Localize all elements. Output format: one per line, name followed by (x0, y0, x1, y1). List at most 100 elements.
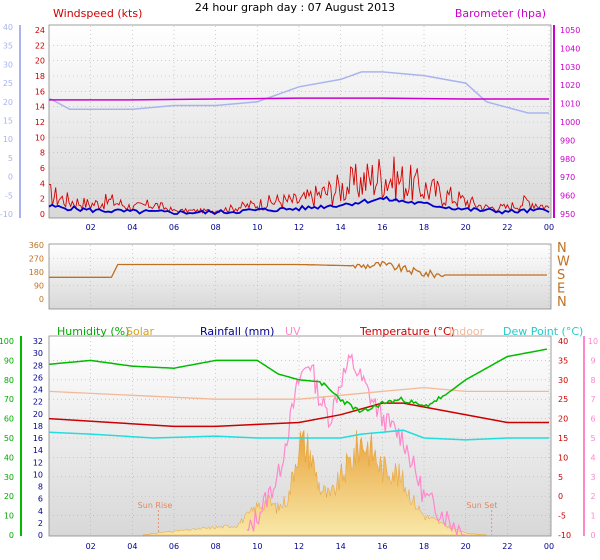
climate-xtick-06: 06 (169, 542, 179, 551)
dir-ytick-90: 90 (34, 282, 44, 291)
dir-cardinal-3: E (557, 282, 565, 297)
rainfall-ytick-32: 32 (33, 337, 43, 346)
uv-ytick-8: 8 (590, 376, 595, 385)
humidity-ytick-70: 70 (4, 395, 14, 404)
humidity-ytick-100: 100 (0, 337, 14, 346)
uv-ytick-2: 2 (590, 492, 595, 501)
barometer-axis-label: Barometer (hpa) (455, 7, 546, 20)
wind-ytick-2: 2 (40, 195, 45, 204)
humidity-line (48, 348, 548, 414)
dir-ytick-360: 360 (29, 241, 44, 250)
wind-xtick-16: 16 (377, 223, 387, 232)
climate-xtick-02: 02 (86, 542, 96, 551)
wind-outer-ytick--10: -10 (0, 210, 13, 219)
baro-ytick-1010: 1010 (560, 100, 580, 109)
wind-direction-line (49, 260, 547, 279)
temperature-ytick-15: 15 (558, 434, 568, 443)
rainfall-ytick-16: 16 (33, 434, 43, 443)
rainfall-ytick-30: 30 (33, 349, 43, 358)
rainfall-ytick-0: 0 (38, 531, 43, 540)
climate-xtick-16: 16 (377, 542, 387, 551)
sunrise-annotation: Sun Rise (138, 501, 173, 510)
climate-xtick-18: 18 (419, 542, 429, 551)
rainfall-ytick-6: 6 (38, 495, 43, 504)
rainfall-ytick-24: 24 (33, 386, 43, 395)
rainfall-ytick-18: 18 (33, 422, 43, 431)
barometer-line (49, 97, 549, 101)
rainfall-ytick-10: 10 (33, 470, 43, 479)
humidity-ytick-90: 90 (4, 356, 14, 365)
dir-cardinal-0: N (557, 241, 567, 256)
temperature-ytick-0: 0 (558, 492, 563, 501)
page-title: 24 hour graph day : 07 August 2013 (195, 1, 395, 14)
humidity-ytick-0: 0 (9, 531, 14, 540)
wind-outer-ytick-5: 5 (8, 154, 13, 163)
climate-xtick-22: 22 (502, 542, 512, 551)
wind-ytick-6: 6 (40, 164, 45, 173)
legend-temperature: Temperature (°C) (359, 325, 455, 338)
chart-dynamic-layer: 2422201816141210864204035302520151050-5-… (0, 23, 598, 551)
dewpoint-line (48, 429, 549, 441)
baro-ytick-980: 980 (560, 155, 575, 164)
climate-xtick-12: 12 (294, 542, 304, 551)
uv-ytick-9: 9 (590, 356, 595, 365)
windspeed-axis-label: Windspeed (kts) (53, 7, 142, 20)
rainfall-ytick-2: 2 (38, 519, 43, 528)
legend-indoor: Indoor (449, 325, 485, 338)
climate-xtick-04: 04 (127, 542, 137, 551)
uv-line (246, 352, 466, 536)
temperature-ytick-25: 25 (558, 395, 568, 404)
temperature-ytick-20: 20 (558, 415, 568, 424)
wind-xtick-08: 08 (211, 223, 221, 232)
climate-xtick-10: 10 (252, 542, 262, 551)
uv-ytick-5: 5 (590, 434, 595, 443)
direction-panel-frame (48, 243, 552, 310)
baro-ytick-950: 950 (560, 210, 575, 219)
climate-xtick-00: 00 (544, 542, 554, 551)
dir-cardinal-4: N (557, 295, 567, 310)
baro-ytick-1050: 1050 (560, 26, 580, 35)
wind-ytick-8: 8 (40, 149, 45, 158)
climate-xtick-20: 20 (461, 542, 471, 551)
dir-ytick-270: 270 (29, 255, 44, 264)
humidity-ytick-80: 80 (4, 376, 14, 385)
temperature-ytick--10: -10 (558, 531, 571, 540)
uv-ytick-10: 10 (588, 337, 598, 346)
wind-ytick-22: 22 (35, 41, 45, 50)
avg-wind-line (48, 195, 550, 216)
rainfall-ytick-14: 14 (33, 446, 43, 455)
uv-ytick-4: 4 (590, 453, 595, 462)
wind-outer-ytick-35: 35 (3, 42, 13, 51)
uv-ytick-7: 7 (590, 395, 595, 404)
wind-panel-frame (48, 24, 552, 219)
wind-xtick-14: 14 (336, 223, 346, 232)
rainfall-ytick-22: 22 (33, 398, 43, 407)
humidity-ytick-60: 60 (4, 415, 14, 424)
wind-outer-ytick-25: 25 (3, 79, 13, 88)
legend-uv: UV (285, 325, 301, 338)
baro-ytick-970: 970 (560, 173, 575, 182)
outer-trace-line (48, 71, 549, 114)
dir-ytick-0: 0 (39, 295, 44, 304)
humidity-ytick-50: 50 (4, 434, 14, 443)
humidity-ytick-40: 40 (4, 453, 14, 462)
baro-ytick-1000: 1000 (560, 118, 580, 127)
humidity-ytick-20: 20 (4, 492, 14, 501)
wind-outer-ytick-20: 20 (3, 98, 13, 107)
legend-humidity: Humidity (%) (57, 325, 129, 338)
temperature-ytick-30: 30 (558, 376, 568, 385)
temperature-ytick-35: 35 (558, 356, 568, 365)
wind-ytick-0: 0 (40, 210, 45, 219)
temperature-ytick-5: 5 (558, 473, 563, 482)
wind-xtick-18: 18 (419, 223, 429, 232)
wind-xtick-04: 04 (127, 223, 137, 232)
wind-outer-ytick-30: 30 (3, 60, 13, 69)
wind-ytick-18: 18 (35, 72, 45, 81)
wind-xtick-10: 10 (252, 223, 262, 232)
dir-cardinal-2: S (557, 268, 565, 283)
rainfall-ytick-8: 8 (38, 483, 43, 492)
wind-ytick-24: 24 (35, 26, 45, 35)
wind-ytick-14: 14 (35, 103, 45, 112)
humidity-ytick-10: 10 (4, 512, 14, 521)
